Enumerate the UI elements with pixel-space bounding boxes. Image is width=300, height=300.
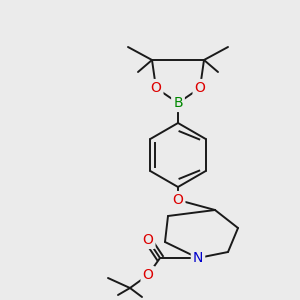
Text: B: B: [173, 96, 183, 110]
Text: O: O: [151, 81, 161, 95]
Text: O: O: [142, 233, 153, 247]
Text: O: O: [195, 81, 206, 95]
Text: O: O: [172, 193, 183, 207]
Text: N: N: [193, 251, 203, 265]
Text: O: O: [142, 268, 153, 282]
